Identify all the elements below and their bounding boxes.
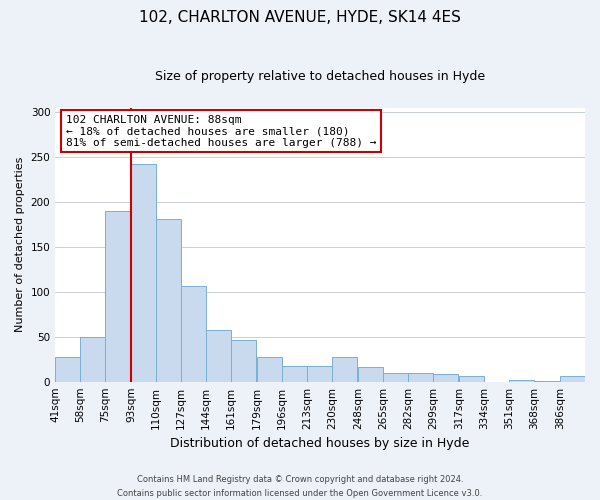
Bar (383, 372, 408, 382)
Bar (105, 211, 130, 382)
Bar (560, 376, 585, 382)
Bar (55, 356, 80, 382)
Bar (459, 376, 484, 382)
Bar (80, 337, 105, 382)
Bar (534, 381, 559, 382)
Text: 102, CHARLTON AVENUE, HYDE, SK14 4ES: 102, CHARLTON AVENUE, HYDE, SK14 4ES (139, 10, 461, 25)
Bar (433, 374, 458, 382)
Bar (307, 366, 332, 382)
Bar (257, 358, 282, 382)
Bar (358, 368, 383, 382)
Text: 102 CHARLTON AVENUE: 88sqm
← 18% of detached houses are smaller (180)
81% of sem: 102 CHARLTON AVENUE: 88sqm ← 18% of deta… (66, 114, 376, 148)
Bar (156, 219, 181, 382)
Y-axis label: Number of detached properties: Number of detached properties (15, 157, 25, 332)
Bar (408, 372, 433, 382)
Bar (206, 330, 231, 382)
Bar (181, 286, 206, 382)
X-axis label: Distribution of detached houses by size in Hyde: Distribution of detached houses by size … (170, 437, 470, 450)
Bar (231, 340, 256, 382)
Bar (282, 366, 307, 382)
Title: Size of property relative to detached houses in Hyde: Size of property relative to detached ho… (155, 70, 485, 83)
Bar (332, 356, 356, 382)
Bar (509, 380, 534, 382)
Bar (131, 164, 156, 382)
Text: Contains HM Land Registry data © Crown copyright and database right 2024.
Contai: Contains HM Land Registry data © Crown c… (118, 476, 482, 498)
